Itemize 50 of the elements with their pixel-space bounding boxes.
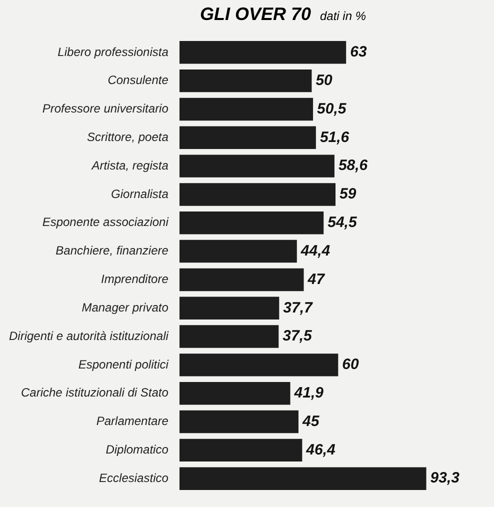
- y-tick-label: Esponenti politici: [78, 357, 169, 372]
- data-label: 47: [306, 270, 326, 288]
- y-tick-label: Artista, regista: [90, 158, 169, 172]
- bar: [179, 41, 346, 64]
- bar: [179, 438, 302, 462]
- y-tick-label: Diplomatico: [106, 442, 169, 457]
- y-tick-label: Professore universitario: [42, 102, 169, 116]
- y-tick-label: Giornalista: [111, 186, 169, 201]
- bar: [179, 240, 297, 263]
- bar: [179, 69, 312, 92]
- bar: [179, 382, 290, 405]
- bar: [179, 98, 314, 121]
- bar: [179, 154, 334, 178]
- y-tick-label: Parlamentare: [96, 414, 169, 428]
- data-label: 45: [301, 412, 320, 430]
- bar: [179, 183, 336, 206]
- bar: [179, 126, 316, 150]
- y-tick-label: Scrittore, poeta: [87, 130, 169, 144]
- bar: [179, 325, 279, 348]
- chart-subtitle: dati in %: [320, 9, 366, 23]
- bar: [179, 354, 338, 376]
- bar: [179, 268, 304, 292]
- y-tick-label: Esponente associazioni: [42, 215, 169, 230]
- y-tick-label: Imprenditore: [101, 272, 169, 286]
- chart-title: GLI OVER 70: [200, 4, 312, 25]
- y-tick-label: Banchiere, finanziere: [56, 244, 169, 258]
- data-label: 58,6: [338, 157, 368, 174]
- y-tick-label: Cariche istituzionali di Stato: [21, 386, 169, 400]
- bar: [179, 212, 324, 234]
- y-tick-label: Consulente: [108, 73, 169, 88]
- bar: [179, 410, 298, 434]
- data-label: 50: [316, 72, 334, 89]
- data-label: 93,3: [430, 470, 460, 487]
- data-label: 63: [350, 44, 368, 61]
- y-tick-label: Dirigenti e autorità istituzionali: [8, 328, 169, 343]
- data-label: 37,5: [282, 328, 312, 345]
- bar: [179, 296, 280, 320]
- data-label: 44,4: [300, 242, 331, 260]
- y-tick-label: Ecclesiastico: [99, 470, 169, 485]
- data-label: 59: [340, 186, 357, 203]
- y-tick-label: Manager privato: [82, 300, 169, 314]
- data-label: 41,9: [293, 384, 324, 402]
- y-tick-label: Libero professionista: [58, 44, 169, 59]
- data-label: 54,5: [328, 214, 358, 232]
- data-label: 50,5: [317, 100, 347, 118]
- data-label: 46,4: [305, 441, 336, 458]
- data-label: 51,6: [320, 128, 350, 146]
- bar: [179, 467, 426, 490]
- data-label: 60: [342, 356, 360, 374]
- data-label: 37,7: [283, 299, 314, 316]
